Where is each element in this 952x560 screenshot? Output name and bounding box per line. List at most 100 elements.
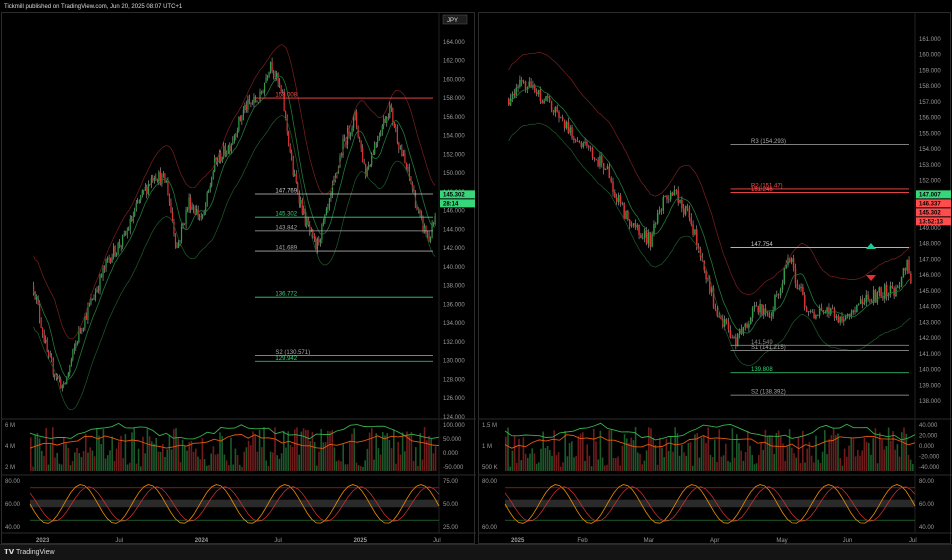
volume-bar [199,459,201,471]
volume-bar [203,459,206,471]
candle [125,230,127,236]
candle [908,256,910,274]
volume-left-tick: 6 M [5,423,15,429]
candle [248,94,251,105]
volume-bar [828,439,830,471]
volume-bar [329,431,331,471]
volume-bar [401,432,404,471]
volume-bar [274,427,276,471]
volume-bar [817,459,819,471]
candle [906,259,908,275]
right-chart-panel[interactable]: 161.000 160.000 159.000 158.000 157.000 156.0… [478,12,952,545]
candle [811,309,813,313]
volume-bar [335,461,338,471]
volume-bar [652,437,654,471]
volume-bar [698,457,701,471]
tradingview-logo: 𝗧𝗩 TradingView [4,548,55,556]
candle [534,83,536,94]
candle [729,325,732,339]
time-axis-label: Jul [909,538,917,544]
volume-bar [665,438,668,471]
candle [377,135,379,148]
candle [117,241,119,256]
volume-bar [720,456,723,471]
candle [818,304,821,319]
candle [259,88,261,103]
volume-bar [872,438,874,471]
price-tick-label: 158.000 [919,84,941,90]
volume-bar [516,462,518,471]
volume-bar [839,458,841,471]
candle [615,193,618,205]
candle [247,95,249,113]
candle [642,233,644,240]
candle [321,223,323,244]
volume-bar [74,452,76,471]
volume-bar [85,433,87,471]
candle [558,110,560,123]
price-tick-label: 152.000 [919,179,941,185]
candle [606,163,609,170]
volume-bar [30,437,32,471]
footer-bar: 𝗧𝗩 TradingView [0,544,952,560]
candle [560,116,562,119]
candle [251,99,254,106]
volume-bar [896,444,899,471]
volume-bar [832,427,835,471]
volume-bar [562,462,564,471]
right-chart-canvas[interactable]: 161.000 160.000 159.000 158.000 157.000 156.0… [479,13,952,545]
candle [310,227,312,233]
volume-bar [810,455,813,471]
volume-bar [305,429,307,471]
candle [205,202,207,215]
candle [319,238,321,247]
candle [194,205,196,216]
price-level-label: 136.772 [275,292,297,298]
time-axis-label: 2025 [511,538,525,544]
volume-bar [615,458,617,471]
candle [230,143,232,155]
candle [330,191,332,202]
volume-bar [511,450,514,471]
volume-bar [529,453,531,471]
candle [298,190,300,208]
volume-bar [63,436,65,471]
down-arrow-icon [866,275,876,281]
candle [395,123,397,133]
candle [105,258,107,273]
volume-bar [100,443,102,471]
candle [322,218,325,227]
candle [206,190,208,207]
price-badge-label: 28:14 [443,201,459,207]
time-axis-label: Jul [115,538,123,544]
left-chart-canvas[interactable]: 164.000 162.000 160.000 158.000 156.000 154.0… [2,13,476,545]
candle [848,313,851,320]
candle [511,91,514,103]
volume-bar [604,465,606,471]
volume-bar [223,454,226,471]
candle [839,316,841,326]
volume-bar [195,448,197,471]
volume-bar [617,456,619,471]
candle [223,141,225,160]
candle [407,164,409,172]
candle [556,104,558,113]
candle [327,203,329,213]
left-chart-panel[interactable]: 164.000 162.000 160.000 158.000 156.000 154.0… [1,12,476,545]
candle [349,132,352,141]
volume-bar [368,432,371,471]
candle [751,306,754,322]
volume-bar [395,463,397,471]
candle [802,283,804,296]
volume-bar [234,448,237,471]
candle [76,340,78,346]
price-tick-label: 149.000 [919,226,941,232]
volume-bar [36,433,39,471]
candle [122,234,124,250]
price-tick-label: 146.000 [919,273,941,279]
candle [84,313,86,331]
candle [49,350,51,358]
volume-bar [859,455,861,471]
volume-bar [390,448,393,471]
volume-bar [217,453,219,471]
